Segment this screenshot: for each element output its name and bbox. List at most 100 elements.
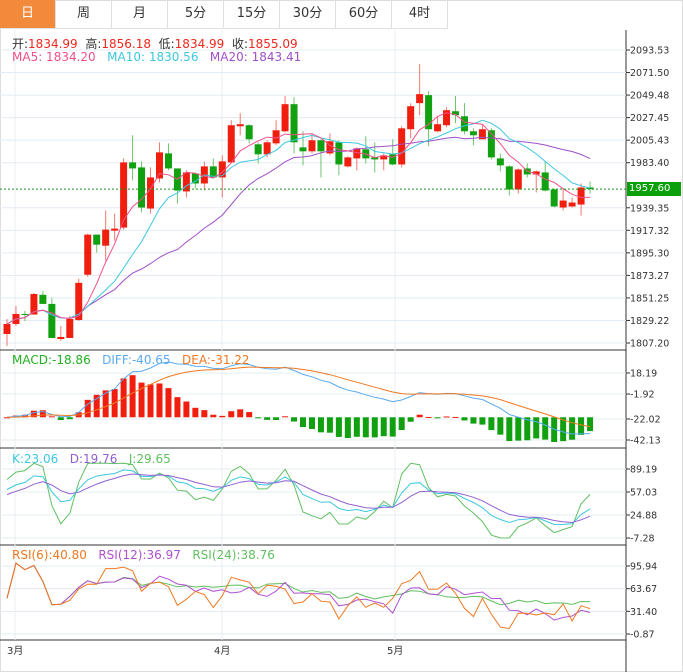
macd-bar bbox=[219, 415, 226, 418]
candle-up bbox=[344, 157, 352, 167]
macd-bar bbox=[470, 417, 477, 424]
candle-up bbox=[398, 128, 406, 165]
macd-bar bbox=[84, 399, 91, 418]
candle-up bbox=[308, 140, 316, 152]
ma10-line bbox=[6, 119, 591, 325]
tab-30min[interactable]: 30分 bbox=[280, 0, 336, 28]
macd-bar bbox=[425, 416, 432, 418]
macd-tick-label: -42.13 bbox=[630, 436, 661, 447]
macd-bar bbox=[569, 417, 576, 440]
macd-tick-label: -1.92 bbox=[630, 390, 655, 401]
macd-bar bbox=[300, 417, 307, 428]
macd-bar bbox=[138, 382, 145, 418]
candle-up bbox=[326, 141, 334, 154]
price-tick-label: 1917.32 bbox=[630, 226, 669, 237]
macd-bar bbox=[398, 417, 405, 430]
candle-down bbox=[290, 104, 298, 143]
tab-day[interactable]: 日 bbox=[0, 0, 56, 28]
candle-up bbox=[568, 202, 576, 207]
tab-4hour[interactable]: 4时 bbox=[392, 0, 448, 28]
rsi-tick-label: 95.94 bbox=[630, 562, 657, 573]
candle-down bbox=[550, 189, 558, 207]
ohlc-legend: 开:1834.99 高:1856.18 低:1834.99 收:1855.09 bbox=[12, 35, 298, 52]
ma-legend: MA5: 1834.20 MA10: 1830.56 MA20: 1843.41 bbox=[12, 50, 301, 64]
macd-bar bbox=[273, 417, 280, 420]
macd-bar bbox=[66, 417, 73, 420]
rsi6-line bbox=[6, 562, 591, 630]
open-value: 1834.99 bbox=[28, 37, 78, 51]
diff-line bbox=[6, 361, 591, 435]
macd-bar bbox=[542, 417, 549, 440]
candle-up bbox=[57, 336, 65, 340]
macd-bar bbox=[282, 416, 289, 418]
candle-up bbox=[236, 124, 244, 127]
tab-60min[interactable]: 60分 bbox=[336, 0, 392, 28]
ma20-value: MA20: 1843.41 bbox=[209, 50, 302, 64]
tab-5min[interactable]: 5分 bbox=[168, 0, 224, 28]
candle-down bbox=[505, 166, 513, 190]
candle-down bbox=[21, 313, 29, 315]
macd-bar bbox=[174, 397, 181, 418]
candle-up bbox=[272, 130, 280, 144]
price-tick-label: 1829.22 bbox=[630, 316, 669, 327]
macd-bar bbox=[335, 417, 342, 437]
macd-tick-label: 18.19 bbox=[630, 369, 657, 380]
candle-up bbox=[559, 200, 567, 208]
j-value: J:29.65 bbox=[128, 452, 171, 466]
high-value: 1856.18 bbox=[101, 37, 151, 51]
candle-down bbox=[254, 144, 262, 155]
kdj-tick-label: 89.19 bbox=[630, 465, 657, 476]
ma20-line bbox=[6, 136, 591, 325]
macd-bar bbox=[515, 417, 522, 441]
candle-down bbox=[425, 95, 433, 130]
candle-up bbox=[111, 228, 119, 231]
macd-bar bbox=[524, 417, 531, 441]
d-value: D:19.76 bbox=[69, 452, 118, 466]
price-tick-label: 1807.20 bbox=[630, 339, 669, 350]
candle-up bbox=[281, 104, 289, 132]
candle-down bbox=[496, 158, 504, 166]
price-tick-label: 1895.30 bbox=[630, 248, 669, 259]
macd-bar bbox=[201, 410, 208, 418]
ma5-value: MA5: 1834.20 bbox=[12, 50, 96, 64]
rsi24-value: RSI(24):38.76 bbox=[192, 548, 275, 562]
month-label-may: 5月 bbox=[387, 646, 404, 657]
rsi6-value: RSI(6):40.80 bbox=[12, 548, 87, 562]
k-value: K:23.06 bbox=[12, 452, 59, 466]
tab-15min[interactable]: 15分 bbox=[224, 0, 280, 28]
macd-bar bbox=[533, 417, 540, 439]
kdj-tick-label: 57.03 bbox=[630, 488, 657, 499]
rsi-tick-label: -0.87 bbox=[630, 630, 655, 641]
price-tick-label: 2027.45 bbox=[630, 113, 669, 124]
last-price-tag: 1957.60 bbox=[627, 182, 681, 196]
macd-bar bbox=[407, 417, 414, 422]
candle-up bbox=[353, 148, 361, 159]
macd-bar bbox=[344, 417, 351, 439]
tab-month[interactable]: 月 bbox=[112, 0, 168, 28]
macd-bar bbox=[488, 417, 495, 431]
rsi12-value: RSI(12):36.97 bbox=[98, 548, 181, 562]
candle-down bbox=[452, 111, 459, 116]
macd-bar bbox=[587, 417, 594, 432]
high-label: 高: bbox=[85, 37, 102, 51]
macd-bar bbox=[434, 417, 441, 419]
macd-tick-label: -22.02 bbox=[630, 415, 661, 426]
diff-value: DIFF:-40.65 bbox=[102, 353, 171, 367]
candle-down bbox=[371, 157, 379, 160]
candle-down bbox=[317, 140, 325, 152]
candle-up bbox=[182, 172, 190, 192]
candle-up bbox=[66, 318, 74, 338]
macd-bar bbox=[380, 417, 387, 437]
candle-up bbox=[407, 106, 415, 130]
tab-week[interactable]: 周 bbox=[56, 0, 112, 28]
candle-up bbox=[263, 142, 271, 155]
macd-bar bbox=[129, 375, 136, 418]
candle-up bbox=[380, 155, 388, 160]
month-label-mar: 3月 bbox=[7, 646, 24, 657]
kdj-tick-label: -7.28 bbox=[630, 534, 655, 545]
macd-bar bbox=[156, 383, 163, 418]
candle-up bbox=[478, 129, 486, 140]
macd-bar bbox=[443, 416, 450, 418]
macd-bar bbox=[308, 417, 315, 429]
